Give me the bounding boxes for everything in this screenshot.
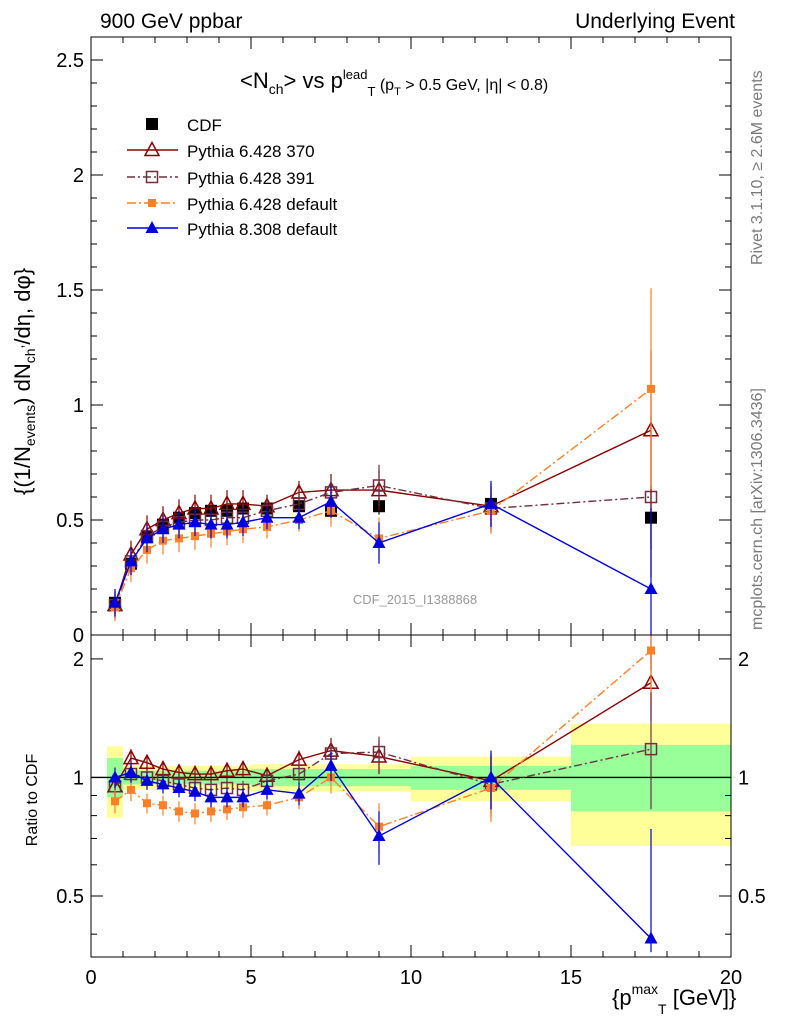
header-left: 900 GeV ppbar — [100, 10, 242, 33]
legend-marker — [148, 199, 156, 207]
bottom-y-tick-label-right: 2 — [738, 649, 749, 671]
ratio-point — [138, 753, 156, 769]
legend-entry-pythia-8-308-default: Pythia 8.308 default — [127, 220, 338, 239]
x-axis-label: {pmaxT [GeV]} — [612, 981, 736, 1017]
data-point — [484, 496, 498, 509]
legend-label: Pythia 6.428 391 — [187, 169, 315, 188]
data-point — [172, 517, 186, 530]
ratio-point — [236, 790, 250, 803]
legend-entry-pythia-6-428-370: Pythia 6.428 370 — [127, 140, 315, 161]
bottom-y-tick-label-left: 2 — [73, 649, 84, 671]
ratio-point — [484, 770, 498, 783]
ratio-point — [207, 807, 215, 816]
data-point — [204, 517, 218, 530]
bottom-y-tick-label-right: 0.5 — [738, 886, 766, 908]
data-point — [236, 515, 250, 528]
legend-label: Pythia 8.308 default — [187, 220, 338, 239]
header-right: Underlying Event — [575, 10, 735, 33]
series-pythia-6-428-default — [111, 288, 655, 622]
top-y-tick-label: 1.5 — [56, 280, 84, 302]
series-pythia-6-428-370 — [106, 349, 660, 619]
data-point — [188, 515, 202, 528]
legend-marker — [146, 118, 158, 130]
legend-label: Pythia 6.428 370 — [187, 142, 315, 161]
data-point — [156, 522, 170, 535]
series-pythia-8-308-default — [108, 480, 658, 670]
bottom-y-axis-label: Ratio to CDF — [24, 754, 41, 847]
ratio-series-pythia-8-308-default — [108, 750, 658, 953]
ratio-point — [223, 805, 231, 814]
ratio-series-group — [106, 635, 660, 953]
side-label-mcplots: mcplots.cern.ch [arXiv:1306.3436] — [749, 388, 766, 630]
top-y-axis-label: {(1/Nevents) dNch,/dη, dφ} — [10, 268, 38, 495]
legend-marker — [145, 170, 159, 184]
data-point — [140, 531, 154, 544]
data-point — [124, 554, 138, 567]
ratio-point — [175, 807, 183, 816]
x-tick-label: 20 — [720, 967, 742, 989]
data-point — [324, 494, 338, 507]
ratio-point — [292, 767, 306, 781]
data-point — [372, 536, 386, 548]
ratio-point — [234, 760, 252, 776]
ratio-point — [324, 758, 338, 771]
top-y-tick-label: 2 — [73, 165, 84, 187]
ratio-point — [292, 786, 306, 799]
ratio-point — [111, 797, 119, 806]
ratio-point — [143, 799, 151, 808]
ratio-point — [191, 809, 199, 818]
ratio-point — [644, 931, 658, 944]
legend-label: Pythia 6.428 default — [187, 195, 338, 214]
main-plot-panel: 0 0.5 1 1.5 2 2.5 {(1/Nevents) dNch,/dη, dφ} <N… — [10, 36, 732, 670]
data-point — [644, 490, 658, 504]
ratio-point — [218, 761, 236, 777]
legend-marker — [143, 140, 161, 157]
top-y-tick-label: 0 — [73, 625, 84, 647]
ratio-point — [220, 790, 234, 803]
data-point — [647, 384, 655, 393]
ratio-point — [202, 764, 220, 781]
top-y-tick-label: 0.5 — [56, 510, 84, 532]
top-y-tick-label: 1 — [73, 395, 84, 417]
x-tick-label: 10 — [400, 967, 422, 989]
data-point — [372, 479, 386, 492]
legend-entry-pythia-6-428-default: Pythia 6.428 default — [127, 195, 338, 214]
x-tick-label: 0 — [85, 967, 96, 989]
ratio-point — [372, 745, 386, 759]
bottom-y-tick-label-left: 0.5 — [56, 886, 84, 908]
watermark: CDF_2015_I1388868 — [353, 592, 477, 607]
ratio-point — [124, 765, 138, 778]
legend-entry-cdf: CDF — [146, 116, 222, 135]
ratio-point — [260, 782, 274, 795]
legend-entry-pythia-6-428-391: Pythia 6.428 391 — [127, 169, 315, 188]
ratio-point — [644, 742, 658, 756]
chart-title: <Nch> vs pleadT (pT > 0.5 GeV, |η| < 0.8… — [240, 67, 548, 99]
ratio-point — [188, 784, 202, 797]
legend-label: CDF — [187, 116, 222, 135]
ratio-point — [263, 801, 271, 810]
x-tick-label: 5 — [245, 967, 256, 989]
ratio-point — [647, 646, 655, 655]
ratio-point — [140, 773, 154, 786]
data-point — [108, 595, 122, 608]
data-point — [220, 517, 234, 530]
ratio-point — [159, 801, 167, 810]
ratio-point — [372, 829, 386, 842]
ratio-point — [108, 770, 122, 783]
legend-marker — [145, 221, 159, 233]
data-point — [260, 510, 274, 523]
side-label-rivet: Rivet 3.1.10, ≥ 2.6M events — [749, 70, 766, 265]
bottom-y-tick-label-left: 1 — [73, 767, 84, 789]
top-y-tick-label: 2.5 — [56, 50, 84, 72]
x-tick-label: 15 — [560, 967, 582, 989]
data-point — [292, 510, 306, 523]
ratio-point — [156, 777, 170, 790]
ratio-point — [127, 785, 135, 794]
ratio-point — [172, 781, 186, 794]
bottom-y-tick-label-right: 1 — [738, 767, 749, 789]
data-point — [644, 582, 658, 594]
ratio-point — [204, 790, 218, 803]
